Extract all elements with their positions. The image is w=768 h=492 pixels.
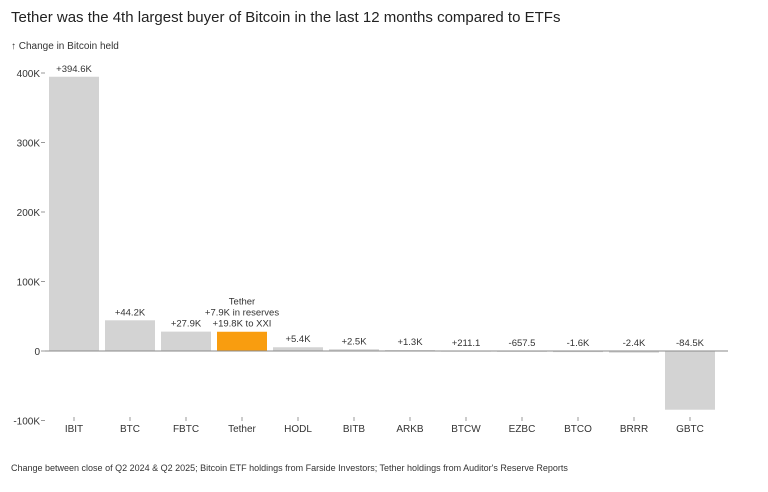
chart-title: Tether was the 4th largest buyer of Bitc…	[11, 9, 561, 26]
x-tick-label: Tether	[228, 424, 256, 435]
bar-btc	[105, 320, 155, 351]
chart-footnote: Change between close of Q2 2024 & Q2 202…	[11, 463, 568, 473]
x-tick-label: BTCO	[564, 424, 592, 435]
y-tick-label: 100K	[17, 278, 41, 289]
x-tick-label: EZBC	[509, 424, 536, 435]
bar-tether	[217, 331, 267, 351]
data-label: +44.2K	[115, 307, 146, 318]
x-tick-label: BITB	[343, 424, 366, 435]
bar-fbtc	[161, 331, 211, 351]
bar-hodl	[273, 347, 323, 351]
y-tick-label: 0	[34, 347, 40, 358]
data-label: Tether	[229, 297, 255, 308]
data-label: +5.4K	[285, 334, 311, 345]
bar-bitb	[329, 349, 379, 351]
x-tick-label: ARKB	[396, 424, 424, 435]
data-label: -1.6K	[567, 338, 590, 349]
bar-ibit	[49, 76, 99, 352]
data-label: +7.9K in reserves	[205, 308, 279, 319]
y-tick-label: 200K	[17, 208, 41, 219]
bar-btco	[553, 351, 603, 353]
y-tick-label: 300K	[17, 139, 41, 150]
bar-gbtc	[665, 351, 715, 410]
y-axis-label: ↑ Change in Bitcoin held	[11, 41, 119, 52]
x-tick-label: FBTC	[173, 424, 199, 435]
x-tick-label: BTC	[120, 424, 140, 435]
x-tick-label: HODL	[284, 424, 312, 435]
data-label: -2.4K	[623, 338, 646, 349]
x-tick-label: GBTC	[676, 424, 704, 435]
y-tick-label: -100K	[13, 417, 40, 428]
x-tick-label: IBIT	[65, 424, 83, 435]
data-label: +2.5K	[341, 336, 367, 347]
data-label: -657.5	[509, 338, 536, 349]
y-tick-label: 400K	[17, 69, 41, 80]
x-tick-label: BTCW	[451, 424, 481, 435]
x-tick-label: BRRR	[620, 424, 648, 435]
data-label: +211.1	[452, 338, 481, 349]
data-label: +27.9K	[171, 319, 202, 330]
data-label: +1.3K	[397, 337, 423, 348]
bar-brrr	[609, 351, 659, 353]
data-label: +394.6K	[56, 64, 92, 75]
data-label: -84.5K	[676, 338, 705, 349]
data-label: +19.8K to XXI	[213, 319, 272, 330]
